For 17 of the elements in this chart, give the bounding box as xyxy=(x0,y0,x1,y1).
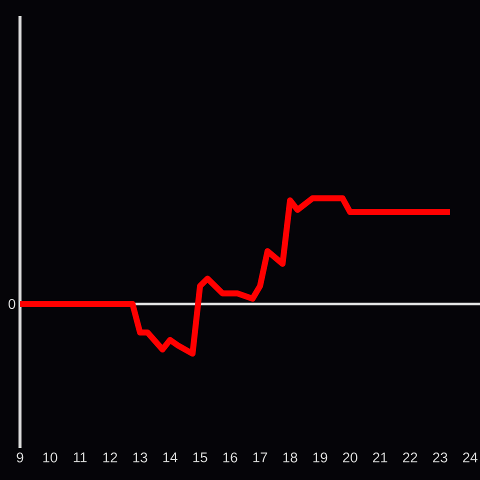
x-tick-label: 15 xyxy=(193,452,208,462)
x-tick-label: 23 xyxy=(433,452,448,462)
x-tick-label: 24 xyxy=(463,452,478,462)
x-tick-label: 13 xyxy=(133,452,148,462)
x-tick-label: 20 xyxy=(342,452,358,462)
x-tick-label: 19 xyxy=(313,452,328,462)
x-tick-label: 22 xyxy=(403,452,418,462)
x-tick-label: 9 xyxy=(16,452,24,462)
x-tick-label: 10 xyxy=(43,452,58,462)
x-tick-label: 11 xyxy=(74,452,87,462)
x-tick-label: 17 xyxy=(253,452,268,462)
ref-line-label: 0 xyxy=(8,299,16,309)
x-tick-label: 21 xyxy=(373,452,388,462)
x-tick-label: 12 xyxy=(103,452,118,462)
x-tick-label: 14 xyxy=(163,452,178,462)
x-tick-label: 18 xyxy=(283,452,298,462)
x-tick-label: 16 xyxy=(223,452,238,462)
